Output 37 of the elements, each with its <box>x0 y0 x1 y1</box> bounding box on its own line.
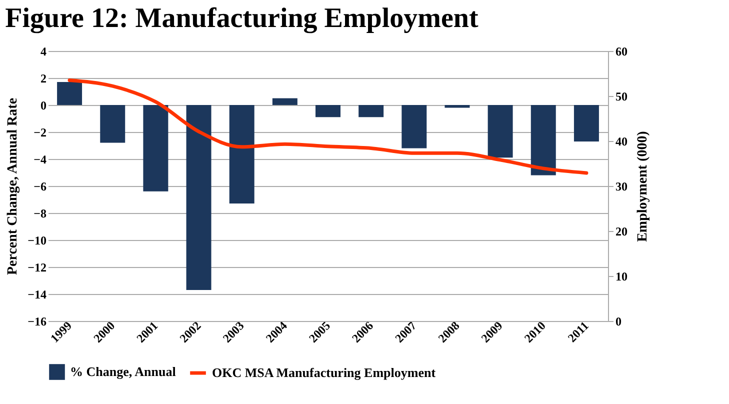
bar <box>316 105 340 118</box>
bar <box>488 105 513 158</box>
y2-tick-label: 0 <box>616 314 622 328</box>
y-tick-label: −14 <box>28 288 46 302</box>
y-tick-label: 4 <box>40 44 46 58</box>
y2-tick-label: 40 <box>616 134 628 148</box>
bar <box>143 105 168 192</box>
bar <box>574 105 599 142</box>
y-axis-title: Percent Change, Annual Rate <box>6 98 21 276</box>
line-series <box>68 78 588 175</box>
y2-tick-label: 10 <box>616 270 628 284</box>
y-tick-label: −4 <box>34 152 46 166</box>
y-tick-label: −8 <box>34 206 46 220</box>
y2-tick-label: 30 <box>616 180 628 194</box>
y-tick-label: −2 <box>34 126 46 140</box>
legend-label: OKC MSA Manufacturing Employment <box>212 365 436 380</box>
y2-axis-title: Employment (000) <box>636 130 650 242</box>
bar <box>100 105 126 143</box>
bar <box>530 105 556 176</box>
bar <box>272 98 298 105</box>
y-tick-label: −10 <box>28 234 46 248</box>
legend-label: % Change, Annual <box>70 364 176 379</box>
bar <box>57 82 82 105</box>
y2-tick-label: 60 <box>616 44 628 58</box>
bar <box>444 105 470 108</box>
bar <box>402 105 427 148</box>
bar <box>186 105 212 290</box>
y2-tick-label: 20 <box>616 224 628 238</box>
y2-tick-label: 50 <box>616 90 628 104</box>
y-tick-label: −12 <box>28 260 46 274</box>
y-tick-label: 2 <box>40 72 46 86</box>
y-tick-label: −6 <box>34 180 46 194</box>
chart-title: Figure 12: Manufacturing Employment <box>5 3 479 34</box>
bar <box>358 105 384 118</box>
y-tick-label: 0 <box>40 98 46 112</box>
bar <box>229 105 254 204</box>
y-tick-label: −16 <box>28 314 46 328</box>
